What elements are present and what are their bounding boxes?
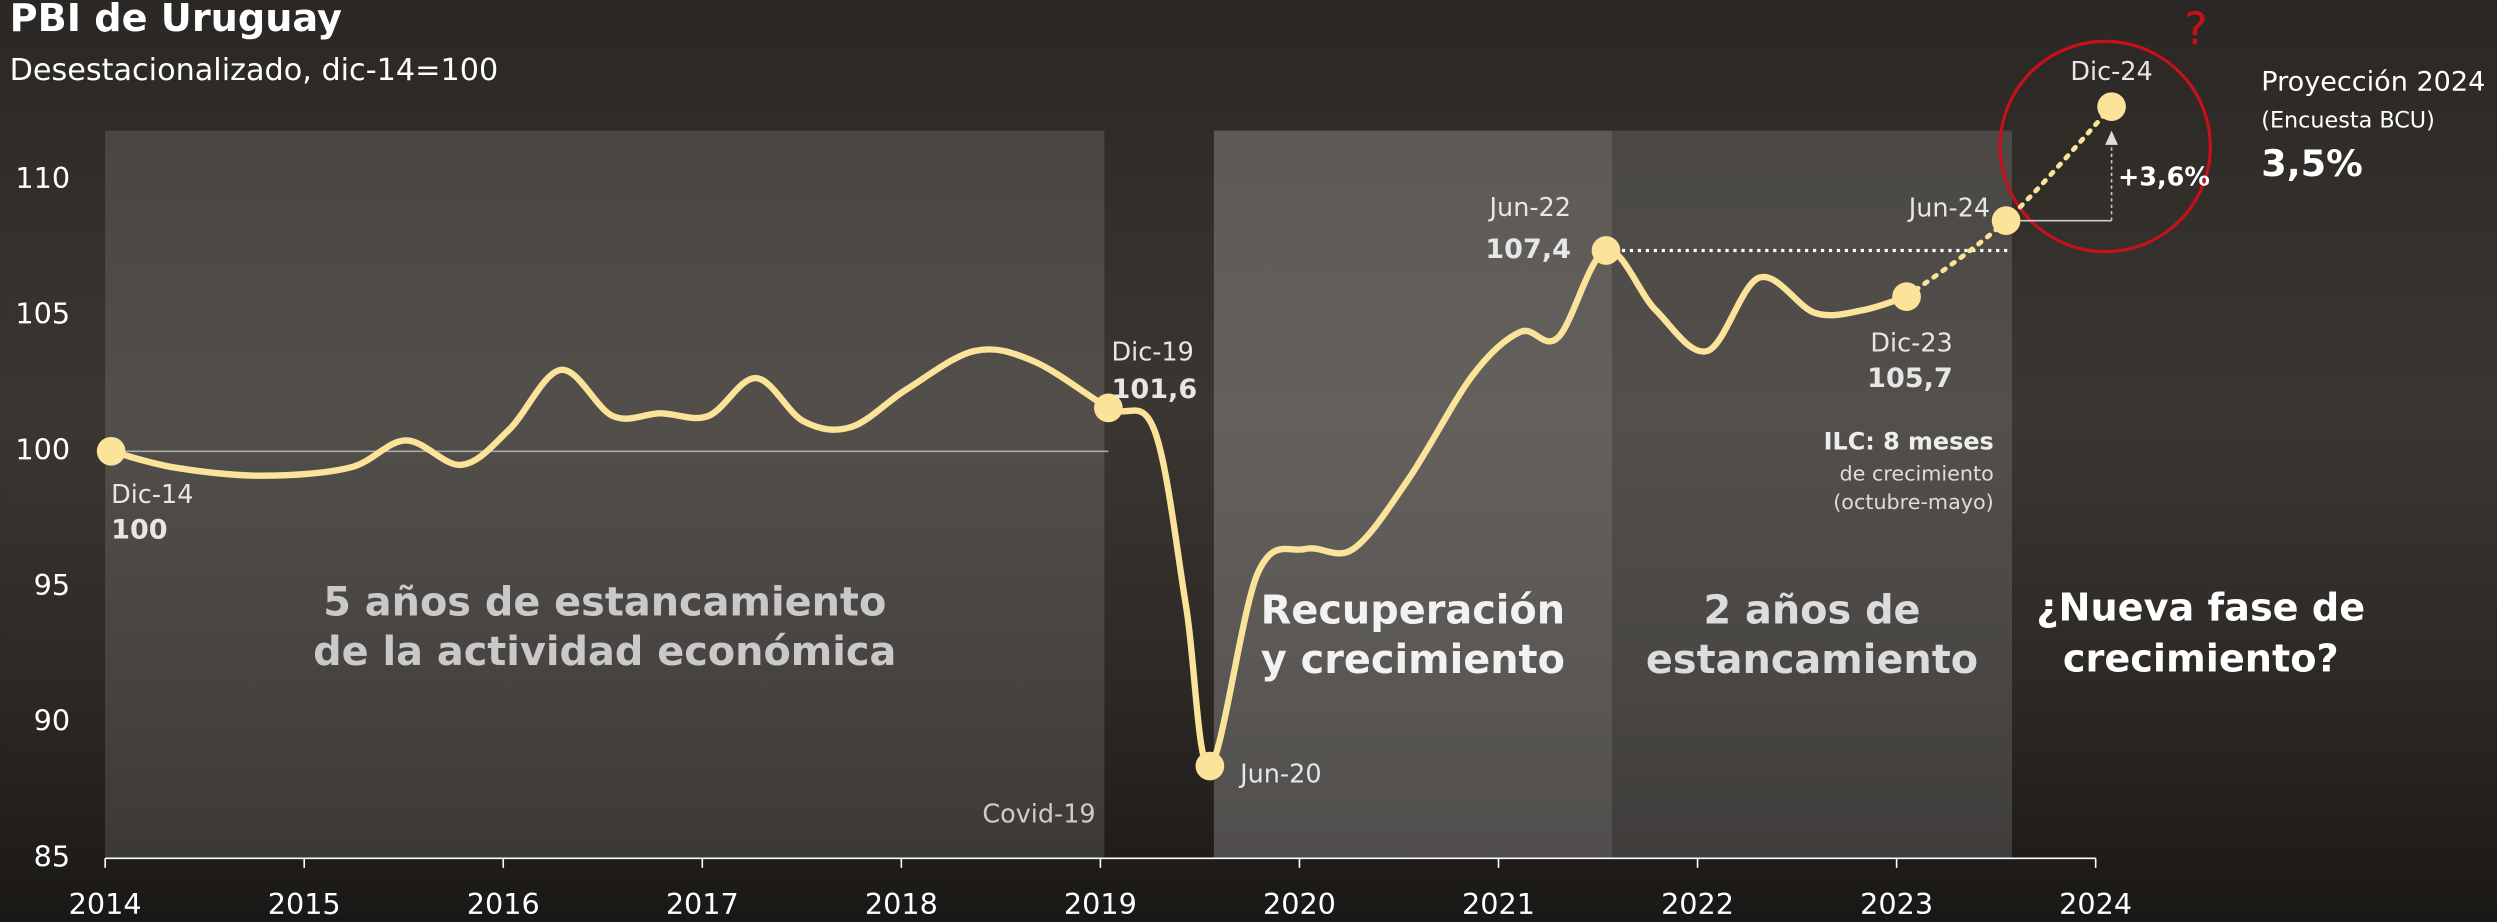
projection-source: (Encuesta BCU) — [2261, 108, 2435, 134]
x-tick-label: 2015 — [268, 887, 341, 921]
chart-subtitle: Desestacionalizado, dic-14=100 — [10, 53, 499, 88]
covid-label: Covid-19 — [982, 799, 1095, 829]
point — [1991, 206, 2021, 235]
point-value-label: 105,7 — [1867, 363, 1953, 394]
y-tick-label: 95 — [34, 568, 70, 602]
period-shade — [105, 130, 1105, 859]
x-tick-label: 2023 — [1860, 887, 1933, 921]
point — [1892, 282, 1921, 311]
outlook-text: crecimiento? — [2063, 637, 2339, 681]
x-tick-label: 2016 — [467, 887, 540, 921]
projection-title: Proyección 2024 — [2261, 66, 2485, 97]
projection-value: 3,5% — [2261, 142, 2363, 185]
x-tick-label: 2021 — [1462, 887, 1535, 921]
x-tick-label: 2018 — [865, 887, 938, 921]
x-tick-label: 2022 — [1661, 887, 1734, 921]
period-label: estancamiento — [1646, 637, 1978, 683]
y-tick-label: 85 — [34, 839, 70, 873]
outlook-text: ¿Nueva fase de — [2036, 586, 2365, 630]
point-value-label: 107,4 — [1485, 234, 1571, 265]
point-label: Dic-14 — [111, 480, 193, 510]
period-label: 5 años de estancamiento — [323, 580, 886, 626]
growth-label: +3,6% — [2118, 162, 2210, 192]
point-label: Jun-20 — [1238, 760, 1321, 790]
x-tick-label: 2017 — [666, 887, 739, 921]
point — [96, 436, 126, 466]
ilc-text: de crecimiento — [1840, 462, 1994, 486]
x-tick-label: 2024 — [2059, 887, 2132, 921]
question-mark: ? — [2184, 3, 2208, 55]
point-label: Jun-22 — [1488, 193, 1571, 223]
period-label: y crecimiento — [1261, 637, 1565, 683]
highlight-circle — [1998, 39, 2212, 254]
x-tick-label: 2020 — [1263, 887, 1336, 921]
point — [2097, 92, 2126, 122]
y-tick-label: 110 — [15, 161, 70, 195]
point-label: Dic-19 — [1112, 338, 1194, 368]
point — [1195, 751, 1225, 781]
y-tick-label: 105 — [15, 297, 70, 331]
period-label: Recuperación — [1261, 588, 1565, 634]
period-label: de la actividad económica — [313, 629, 896, 675]
ilc-title: ILC: 8 meses — [1824, 428, 1994, 456]
ilc-text: (octubre-mayo) — [1833, 490, 1994, 514]
growth-arrowhead — [2105, 130, 2118, 145]
point — [1591, 236, 1621, 265]
period-shade — [1213, 130, 1612, 859]
point-label: Dic-23 — [1870, 328, 1952, 358]
y-tick-label: 100 — [15, 432, 70, 466]
point-label: Jun-24 — [1907, 193, 1990, 223]
point-value-label: 101,6 — [1112, 374, 1198, 405]
x-tick-label: 2014 — [69, 887, 142, 921]
period-label: 2 años de — [1703, 588, 1920, 634]
point-value-label: 100 — [111, 514, 168, 545]
chart-title: PBI de Uruguay — [10, 0, 342, 41]
y-tick-label: 90 — [34, 704, 70, 738]
point-label: Dic-24 — [2070, 57, 2152, 87]
point — [1094, 393, 1123, 423]
x-tick-label: 2019 — [1064, 887, 1137, 921]
